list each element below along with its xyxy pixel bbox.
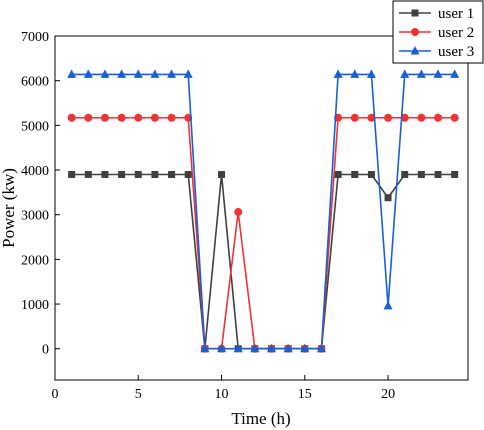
data-point [366,69,376,78]
data-point [367,113,376,122]
y-tick-label: 3000 [21,209,49,224]
y-tick-label: 6000 [21,75,49,90]
data-point [117,113,126,122]
data-point [434,113,443,122]
legend-label: user 3 [438,44,474,60]
data-point [250,343,260,353]
data-point [384,113,393,122]
data-point [350,113,359,122]
x-tick-label: 0 [52,387,59,402]
legend-label: user 2 [438,25,474,41]
data-point [218,170,226,178]
y-axis-ticks: 0 1000 2000 3000 4000 5000 6000 7000 [21,30,60,358]
data-point [300,343,310,353]
data-point [334,170,342,178]
data-point [101,170,109,178]
data-point [167,113,176,122]
data-point [401,170,409,178]
data-point [84,113,93,122]
data-point [217,343,227,353]
data-point [134,113,143,122]
data-point [167,69,177,78]
data-point [118,170,126,178]
series-line [71,116,455,350]
series-layer [67,69,460,353]
data-point [134,170,142,178]
series-line [71,73,455,350]
data-point [233,343,243,353]
data-point [183,69,193,78]
legend: user 1 user 2 user 3 [392,0,484,64]
data-point [316,343,326,353]
data-point [351,170,359,178]
plot-frame [54,35,469,381]
data-point [117,69,127,78]
x-tick-label: 15 [298,387,312,402]
data-point [150,113,159,122]
data-point [417,170,425,178]
data-point [333,69,343,78]
data-point [168,170,176,178]
data-point [450,69,460,78]
y-axis-title: Power (kw) [0,168,18,248]
data-point [384,194,392,202]
series-group-1 [68,170,459,353]
data-point [234,208,243,217]
data-point [416,69,426,78]
data-point [433,69,443,78]
y-tick-label: 5000 [21,119,49,134]
data-point [450,113,459,122]
x-tick-label: 10 [215,387,229,402]
legend-marker [411,28,419,36]
data-point [400,113,409,122]
data-point [383,300,393,310]
data-point [151,170,159,178]
data-point [67,113,76,122]
data-point [84,170,92,178]
data-point [434,170,442,178]
data-point [350,69,360,78]
data-point [100,69,110,78]
series-group-3 [67,69,460,353]
series-line [71,173,455,350]
data-point [100,113,109,122]
data-point [150,69,160,78]
legend-marker [411,9,419,17]
data-point [417,113,426,122]
data-point [68,170,76,178]
y-tick-label: 2000 [21,253,49,268]
y-tick-label: 0 [42,343,49,358]
data-point [283,343,293,353]
data-point [451,170,459,178]
y-tick-label: 4000 [21,164,49,179]
data-point [133,69,143,78]
data-point [184,170,192,178]
data-point [67,69,77,78]
x-tick-label: 20 [381,387,395,402]
x-axis-title: Time (h) [231,409,290,428]
x-axis-ticks: 0 5 10 15 20 [52,375,395,402]
data-point [200,343,210,353]
data-point [400,69,410,78]
data-point [83,69,93,78]
data-point [266,343,276,353]
data-point [367,170,375,178]
legend-label: user 1 [438,6,474,22]
y-tick-label: 7000 [21,30,49,45]
x-tick-label: 5 [135,387,142,402]
y-tick-label: 1000 [21,298,49,313]
legend-marker [410,46,420,55]
